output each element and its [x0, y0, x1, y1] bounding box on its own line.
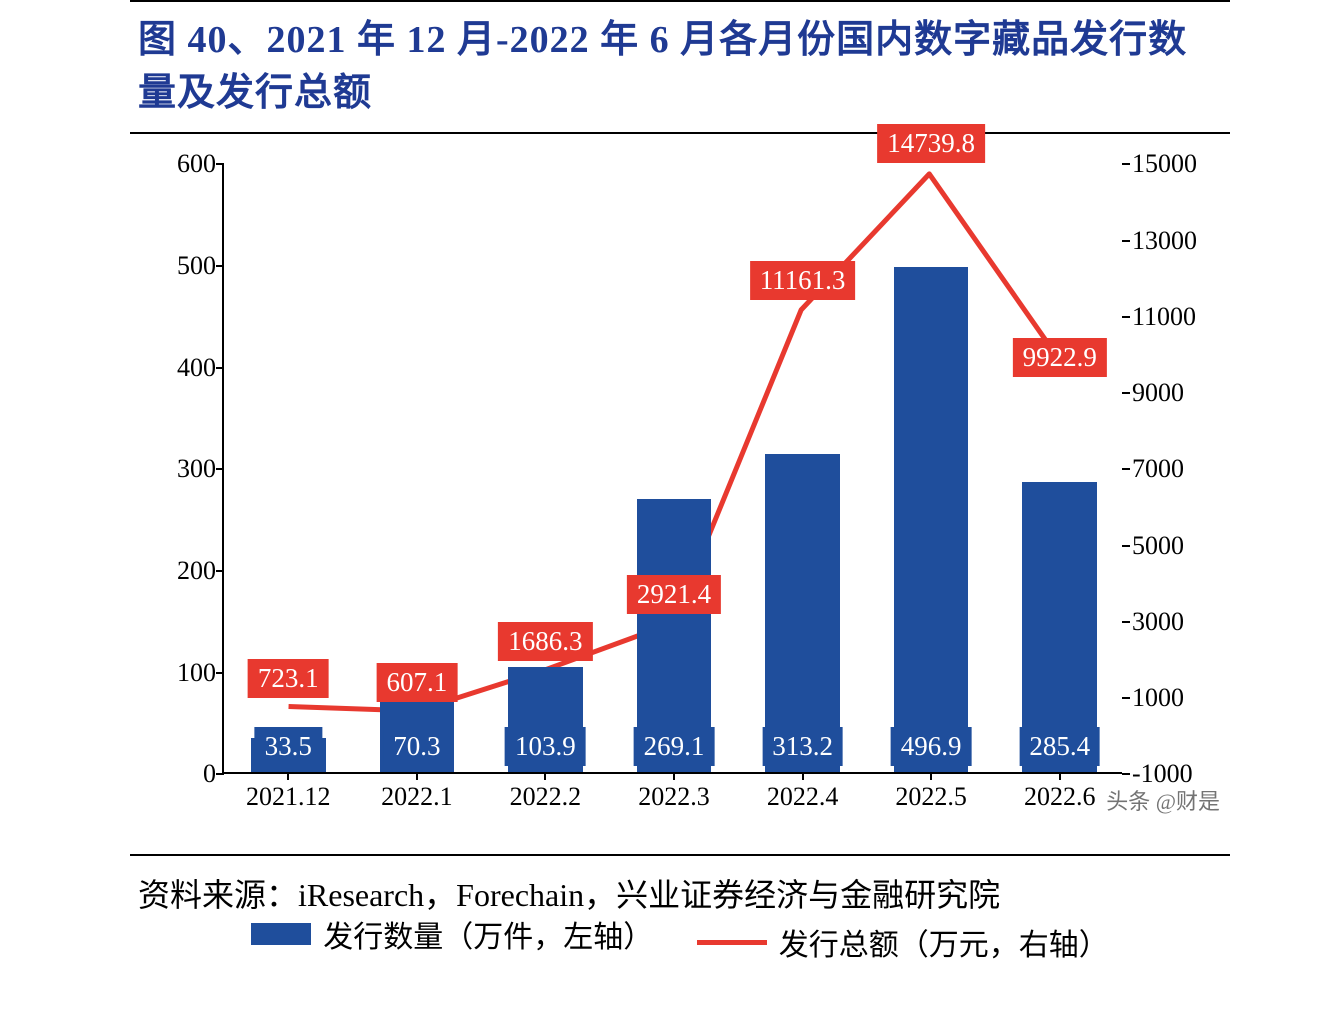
line-value-label: 11161.3 [750, 261, 856, 300]
y-left-tick: 200 [136, 556, 216, 586]
figure-frame: 图 40、2021 年 12 月-2022 年 6 月各月份国内数字藏品发行数量… [130, 0, 1230, 916]
y-right-tick: 15000 [1132, 149, 1242, 179]
plot-area: 0100200300400500600-10001000300050007000… [222, 164, 1122, 774]
y-left-tick: 300 [136, 454, 216, 484]
y-left-tick: 0 [136, 759, 216, 789]
legend-bar-label: 发行数量（万件，左轴） [323, 912, 653, 956]
x-tick: 2022.2 [510, 782, 582, 812]
y-right-tick: 3000 [1132, 607, 1242, 637]
line-swatch [697, 940, 767, 945]
chart-area: 0100200300400500600-10001000300050007000… [130, 134, 1230, 854]
y-right-tick: 5000 [1132, 531, 1242, 561]
x-tick: 2022.6 [1024, 782, 1096, 812]
line-value-label: 607.1 [376, 663, 457, 702]
bar-swatch [251, 923, 311, 945]
y-right-tick: 11000 [1132, 302, 1242, 332]
bar [765, 454, 840, 772]
legend: 发行数量（万件，左轴） 发行总额（万元，右轴） [130, 912, 1230, 965]
bar-value-label: 496.9 [891, 727, 972, 766]
y-right-tick: 13000 [1132, 226, 1242, 256]
legend-item-bars: 发行数量（万件，左轴） [251, 912, 653, 956]
bar-value-label: 285.4 [1019, 727, 1100, 766]
y-left-tick: 400 [136, 353, 216, 383]
line-value-label: 1686.3 [498, 622, 592, 661]
line-value-label: 14739.8 [877, 124, 985, 163]
x-tick: 2022.5 [895, 782, 967, 812]
line-value-label: 9922.9 [1013, 338, 1107, 377]
source-footer: 资料来源：iResearch，Forechain，兴业证券经济与金融研究院 [130, 854, 1230, 916]
y-left-tick: 100 [136, 658, 216, 688]
y-left-tick: 600 [136, 149, 216, 179]
line-value-label: 723.1 [248, 659, 329, 698]
figure-title: 图 40、2021 年 12 月-2022 年 6 月各月份国内数字藏品发行数量… [138, 14, 1222, 120]
watermark: 头条 @财是 [1106, 784, 1220, 816]
x-tick: 2021.12 [246, 782, 331, 812]
x-tick: 2022.4 [767, 782, 839, 812]
y-right-tick: 7000 [1132, 454, 1242, 484]
line-value-label: 2921.4 [627, 575, 721, 614]
bar-value-label: 313.2 [762, 727, 843, 766]
bar-value-label: 103.9 [505, 727, 586, 766]
y-right-tick: 9000 [1132, 378, 1242, 408]
y-left-tick: 500 [136, 251, 216, 281]
y-right-tick: 1000 [1132, 683, 1242, 713]
legend-line-label: 发行总额（万元，右轴） [779, 920, 1109, 964]
x-tick: 2022.1 [381, 782, 453, 812]
legend-item-line: 发行总额（万元，右轴） [697, 920, 1109, 964]
title-block: 图 40、2021 年 12 月-2022 年 6 月各月份国内数字藏品发行数量… [130, 0, 1230, 134]
bar-value-label: 70.3 [383, 727, 450, 766]
bar-value-label: 269.1 [634, 727, 715, 766]
bar-value-label: 33.5 [255, 727, 322, 766]
bar [894, 267, 969, 772]
x-tick: 2022.3 [638, 782, 710, 812]
